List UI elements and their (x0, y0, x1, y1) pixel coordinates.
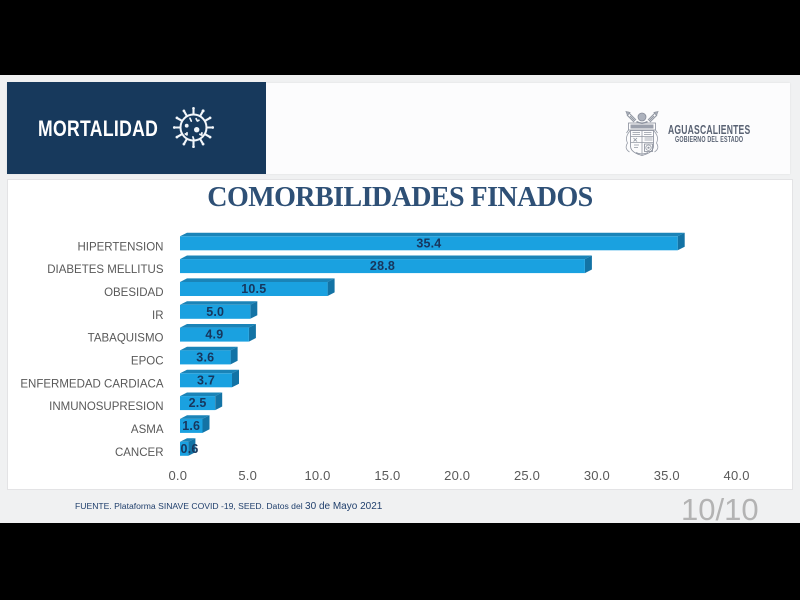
svg-text:INMUNOSUPRESION: INMUNOSUPRESION (49, 401, 163, 413)
svg-text:OBESIDAD: OBESIDAD (104, 287, 163, 299)
svg-text:2.5: 2.5 (189, 396, 207, 410)
svg-text:10.5: 10.5 (241, 282, 266, 296)
svg-text:EPOC: EPOC (131, 355, 164, 367)
svg-text:10.0: 10.0 (304, 468, 330, 483)
svg-text:0.6: 0.6 (181, 442, 199, 456)
svg-text:HIPERTENSION: HIPERTENSION (77, 241, 163, 253)
svg-text:ENFERMEDAD CARDIACA: ENFERMEDAD CARDIACA (20, 378, 163, 390)
svg-text:20.0: 20.0 (444, 468, 470, 483)
svg-text:5.0: 5.0 (206, 305, 224, 319)
svg-text:DIABETES MELLITUS: DIABETES MELLITUS (47, 264, 164, 276)
svg-text:25.0: 25.0 (514, 468, 540, 483)
svg-text:3.6: 3.6 (196, 350, 214, 364)
svg-text:ASMA: ASMA (131, 424, 164, 436)
svg-text:40.0: 40.0 (724, 468, 750, 483)
svg-text:4.9: 4.9 (205, 328, 223, 342)
svg-text:0.0: 0.0 (168, 468, 187, 483)
svg-text:35.4: 35.4 (416, 236, 441, 250)
svg-text:5.0: 5.0 (238, 468, 257, 483)
svg-text:1.6: 1.6 (182, 419, 200, 433)
svg-text:IR: IR (152, 310, 164, 322)
svg-text:3.7: 3.7 (197, 373, 215, 387)
svg-text:28.8: 28.8 (370, 259, 395, 273)
svg-text:30.0: 30.0 (584, 468, 610, 483)
svg-text:15.0: 15.0 (374, 468, 400, 483)
svg-text:CANCER: CANCER (115, 447, 164, 459)
svg-text:35.0: 35.0 (654, 468, 680, 483)
svg-text:TABAQUISMO: TABAQUISMO (88, 333, 164, 345)
